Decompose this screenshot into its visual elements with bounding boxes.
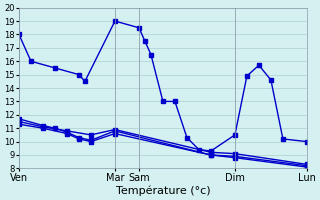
X-axis label: Température (°c): Température (°c)	[116, 185, 210, 196]
